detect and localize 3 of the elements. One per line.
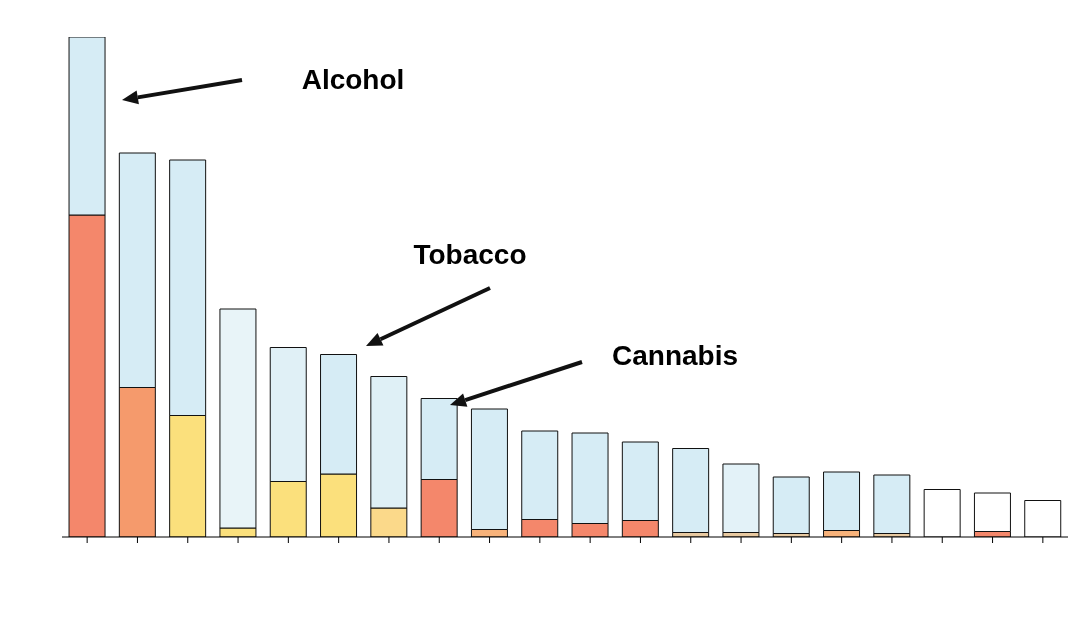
annotation: Alcohol [300,64,406,96]
annotation: Tobacco [412,239,528,271]
annotation: Cannabis [611,340,739,372]
